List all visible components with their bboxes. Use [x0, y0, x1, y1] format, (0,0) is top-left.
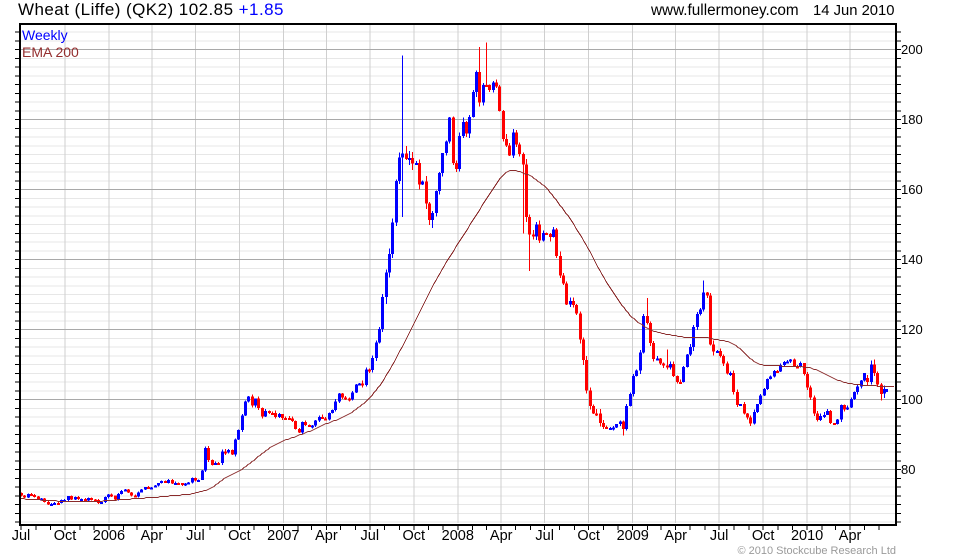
- svg-text:2009: 2009: [617, 528, 649, 544]
- svg-text:14 Jun 2010: 14 Jun 2010: [813, 3, 894, 19]
- svg-text:2007: 2007: [267, 528, 299, 544]
- svg-text:120: 120: [901, 322, 923, 337]
- svg-text:Apr: Apr: [490, 528, 513, 544]
- svg-text:Jul: Jul: [710, 528, 729, 544]
- svg-text:2010: 2010: [791, 528, 823, 544]
- svg-text:© 2010 Stockcube Research Ltd: © 2010 Stockcube Research Ltd: [737, 545, 896, 557]
- svg-text:2006: 2006: [93, 528, 125, 544]
- svg-text:2008: 2008: [442, 528, 474, 544]
- svg-text:EMA 200: EMA 200: [22, 44, 79, 60]
- svg-text:160: 160: [901, 182, 923, 197]
- svg-text:Weekly: Weekly: [22, 27, 68, 43]
- svg-text:Oct: Oct: [403, 528, 426, 544]
- svg-text:100: 100: [901, 392, 923, 407]
- svg-text:Jul: Jul: [361, 528, 380, 544]
- svg-text:200: 200: [901, 42, 923, 57]
- svg-text:Jul: Jul: [186, 528, 205, 544]
- svg-text:Oct: Oct: [228, 528, 251, 544]
- svg-text:140: 140: [901, 252, 923, 267]
- svg-text:Oct: Oct: [54, 528, 77, 544]
- svg-text:80: 80: [901, 462, 915, 477]
- svg-text:180: 180: [901, 112, 923, 127]
- svg-text:Jul: Jul: [535, 528, 554, 544]
- svg-text:Jul: Jul: [12, 528, 31, 544]
- svg-text:www.fullermoney.com: www.fullermoney.com: [650, 2, 799, 19]
- svg-text:Apr: Apr: [141, 528, 164, 544]
- svg-text:Apr: Apr: [839, 528, 862, 544]
- svg-text:Oct: Oct: [752, 528, 775, 544]
- svg-text:Oct: Oct: [577, 528, 600, 544]
- svg-text:Apr: Apr: [664, 528, 687, 544]
- svg-text:Wheat (Liffe) (QK2) 102.85 +1.: Wheat (Liffe) (QK2) 102.85 +1.85: [18, 0, 284, 19]
- svg-text:Apr: Apr: [315, 528, 338, 544]
